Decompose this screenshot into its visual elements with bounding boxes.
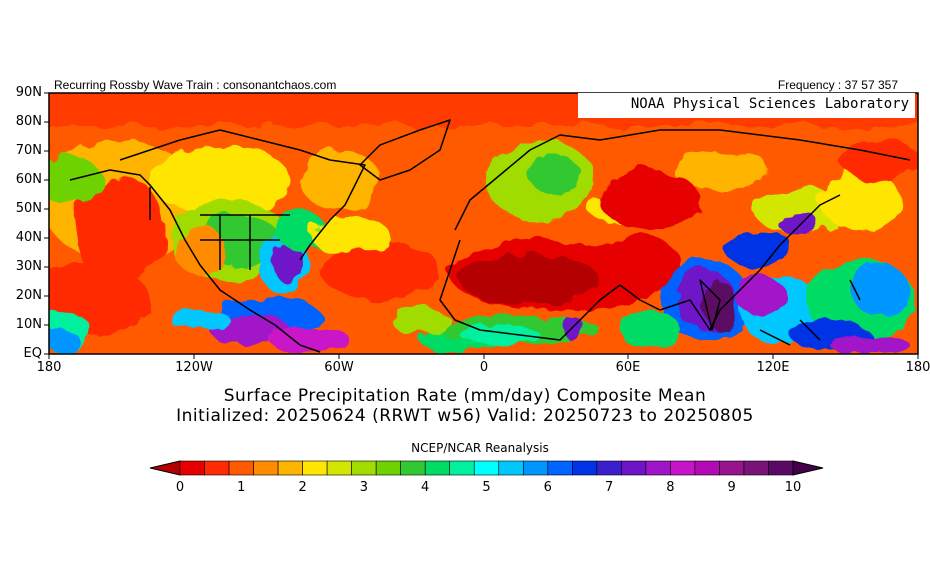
colorbar-swatch — [253, 460, 279, 476]
colorbar-swatch — [719, 460, 745, 476]
colorbar-tick-label: 8 — [666, 480, 675, 495]
colorbar-swatch — [694, 460, 720, 476]
lab-name: NOAA Physical Sciences Laboratory — [630, 96, 909, 112]
colorbar-tick-label: 3 — [359, 480, 369, 495]
colorbar-swatch — [621, 460, 647, 476]
colorbar-tick-label: 7 — [604, 480, 614, 495]
colorbar-swatch — [179, 460, 205, 476]
lab-label-box: NOAA Physical Sciences Laboratory — [578, 93, 915, 118]
lon-label: 120W — [175, 360, 213, 375]
lon-label: 180 — [905, 360, 930, 375]
colorbar-swatch — [473, 460, 500, 476]
lon-label: 120E — [756, 360, 790, 375]
map-title: Surface Precipitation Rate (mm/day) Comp… — [223, 386, 707, 406]
colorbar-swatch — [547, 460, 573, 476]
colorbar-swatch — [302, 460, 328, 476]
colorbar-swatch — [743, 460, 769, 476]
header-credit: Recurring Rossby Wave Train : consonantc… — [54, 78, 337, 92]
colorbar-swatch — [326, 460, 352, 476]
lat-label: 70N — [15, 143, 42, 158]
colorbar-swatch — [204, 460, 230, 476]
colorbar-tick-label: 6 — [543, 480, 552, 495]
precipitation-field — [49, 93, 918, 354]
colorbar-swatch — [498, 460, 524, 476]
lat-label: 20N — [15, 288, 42, 303]
lon-label: 180 — [36, 360, 62, 375]
colorbar-tick-label: 0 — [175, 480, 185, 495]
lat-label: 10N — [15, 317, 42, 332]
header-frequency: Frequency : 37 57 357 — [777, 78, 898, 92]
colorbar-over-arrow — [792, 460, 824, 476]
colorbar-swatch — [670, 460, 696, 476]
lon-label: 60E — [615, 360, 641, 375]
colorbar-swatch — [375, 460, 401, 476]
lat-label: 30N — [15, 259, 42, 274]
colorbar-swatch — [449, 460, 475, 476]
colorbar-tick-label: 10 — [784, 480, 802, 495]
lat-label: 60N — [15, 172, 42, 187]
lon-label: 60W — [324, 360, 354, 375]
lat-label: EQ — [23, 346, 42, 361]
colorbar-swatch — [572, 460, 598, 476]
colorbar-tick-label: 1 — [237, 480, 246, 495]
colorbar-swatch — [351, 460, 377, 476]
lat-label: 80N — [15, 114, 42, 129]
colorbar-swatch — [277, 460, 303, 476]
colorbar-swatch — [424, 460, 451, 476]
lat-label: 90N — [15, 85, 42, 100]
data-source: NCEP/NCAR Reanalysis — [411, 441, 549, 455]
colorbar-swatch — [522, 460, 549, 476]
colorbar-tick-label: 5 — [482, 480, 491, 495]
lat-label: 40N — [15, 230, 42, 245]
colorbar-swatch — [400, 460, 426, 476]
colorbar-swatch — [596, 460, 622, 476]
colorbar-under-arrow — [149, 460, 181, 476]
colorbar-tick-label: 2 — [298, 480, 307, 495]
map-subtitle: Initialized: 20250624 (RRWT w56) Valid: … — [176, 406, 754, 426]
colorbar-swatch — [645, 460, 671, 476]
colorbar-swatch — [768, 460, 794, 476]
lat-label: 50N — [15, 201, 42, 216]
lon-label: 0 — [479, 360, 489, 375]
colorbar — [149, 460, 824, 476]
colorbar-swatch — [228, 460, 254, 476]
colorbar-tick-label: 9 — [727, 480, 736, 495]
coastlines — [69, 119, 911, 353]
colorbar-tick-label: 4 — [421, 480, 430, 495]
